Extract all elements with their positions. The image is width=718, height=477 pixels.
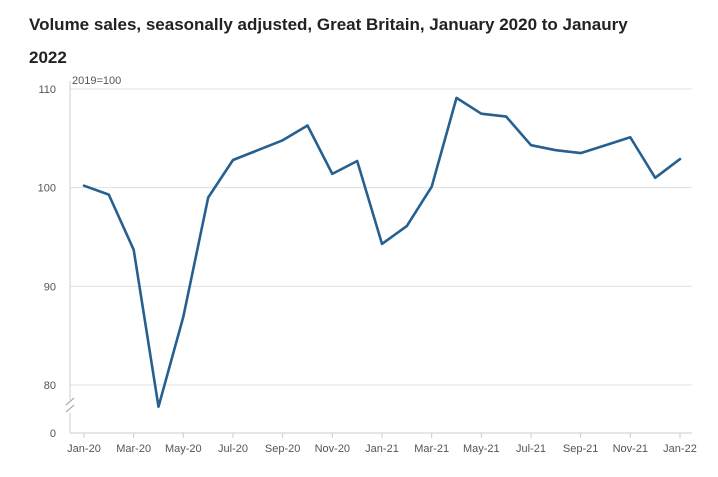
y-tick-label-90: 90 [44,281,56,293]
x-tick-label-May-21: May-21 [463,443,500,455]
x-tick-label-Sep-20: Sep-20 [265,443,300,455]
x-tick-label-Jul-20: Jul-20 [218,443,248,455]
axis-break-mark-lower [65,404,75,413]
x-tick-label-Jan-21: Jan-21 [365,443,399,455]
x-tick-label-Mar-21: Mar-21 [414,443,449,455]
x-tick-label-Mar-20: Mar-20 [116,443,151,455]
y-tick-label-80: 80 [44,380,56,392]
x-tick-label-Nov-20: Nov-20 [315,443,350,455]
x-tick-label-Jul-21: Jul-21 [516,443,546,455]
axes: 110 100 90 80 0 2019=100 Jan-20 Mar-20 May-20 Jul… [38,75,697,455]
series-layer [82,96,682,409]
series-line-0 [82,96,682,409]
y-tick-label-100: 100 [38,183,56,195]
chart-title: Volume sales, seasonally adjusted, Great… [29,15,628,67]
axis-break-mark-upper [65,397,75,406]
x-tick-label-Nov-21: Nov-21 [613,443,648,455]
gridlines [70,88,692,386]
x-tick-label-Jan-22: Jan-22 [663,443,697,455]
x-tick-label-Sep-21: Sep-21 [563,443,598,455]
y-tick-label-0: 0 [50,428,56,440]
x-tick-label-May-20: May-20 [165,443,202,455]
y-tick-label-110: 110 [38,84,56,96]
x-tick-label-Jan-20: Jan-20 [67,443,101,455]
y-unit-label: 2019=100 [72,75,121,87]
